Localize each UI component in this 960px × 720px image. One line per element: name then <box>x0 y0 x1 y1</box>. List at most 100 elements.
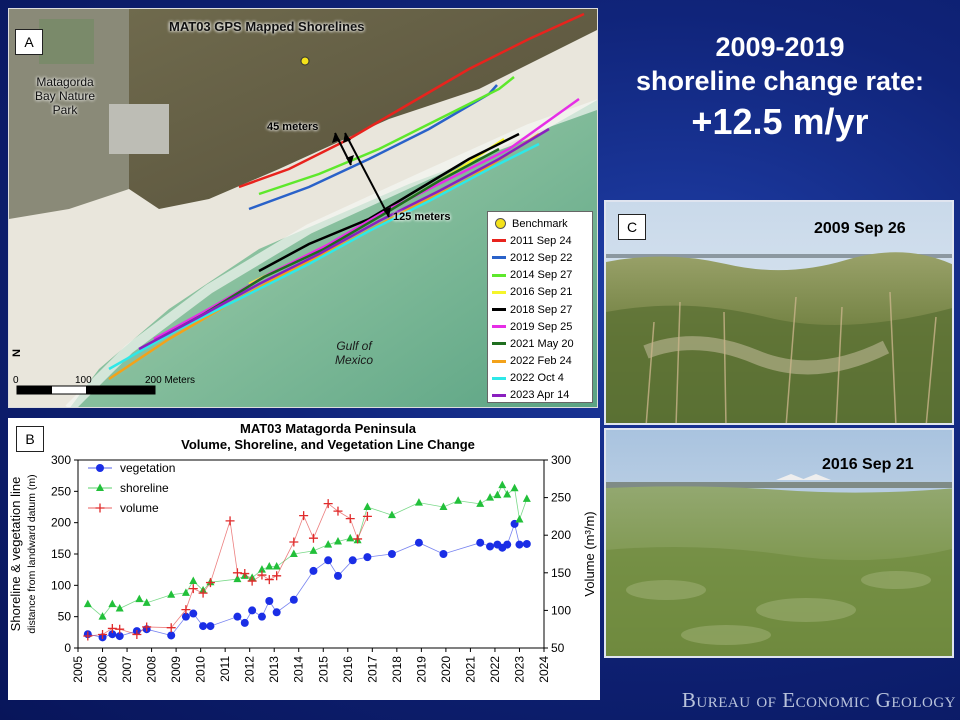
x-tick-label: 2024 <box>537 656 551 683</box>
shoreline-point <box>98 612 107 620</box>
gulf-label-line-1: Gulf of <box>336 339 372 353</box>
vegetation-point <box>476 538 485 547</box>
shoreline-point <box>289 549 298 557</box>
shoreline-point <box>363 502 372 510</box>
vegetation-point <box>387 550 396 558</box>
legend-line-swatch <box>492 290 506 294</box>
vegetation-point <box>240 618 249 627</box>
legend-item: 2022 Oct 4 <box>492 370 592 387</box>
volume-point <box>257 570 267 580</box>
footer-logo-text: Bureau of Economic Geology <box>681 688 956 712</box>
measure-45-label: 45 meters <box>267 121 319 133</box>
chart-subtitle: Volume, Shoreline, and Vegetation Line C… <box>181 437 475 452</box>
legend-item: Benchmark <box>492 215 592 232</box>
scale-label-200: 200 Meters <box>145 375 196 386</box>
shoreline-point <box>189 576 198 584</box>
shoreline-point <box>503 489 512 498</box>
legend-label: 2019 Sep 25 <box>510 320 573 333</box>
headline-line-1: 2009-2019 <box>715 32 845 62</box>
y-left-tick-label: 200 <box>51 516 71 530</box>
vegetation-point <box>108 630 117 639</box>
legend-line-swatch <box>492 325 506 329</box>
x-tick-label: 2014 <box>292 656 306 683</box>
shoreline-point <box>142 598 151 606</box>
legend-line-swatch <box>492 273 506 277</box>
vegetation-point <box>439 550 448 558</box>
shoreline-point <box>257 565 266 573</box>
shoreline-point <box>108 599 117 608</box>
x-tick-label: 2012 <box>243 656 257 683</box>
shoreline-2011 <box>238 12 585 189</box>
volume-point <box>232 568 242 578</box>
vegetation-point <box>324 556 333 565</box>
shoreline-point <box>83 599 92 608</box>
vegetation-point <box>265 597 274 605</box>
volume-point <box>264 575 274 585</box>
legend-line-swatch <box>492 376 506 380</box>
legend-item: 2014 Sep 27 <box>492 267 592 284</box>
volume-point <box>142 622 152 632</box>
shoreline-point <box>96 483 104 491</box>
legend-label: Benchmark <box>512 217 568 230</box>
vegetation-point <box>503 540 512 549</box>
x-tick-label: 2023 <box>512 656 526 683</box>
change-chart: MAT03 Matagorda Peninsula Volume, Shoreli… <box>8 418 600 700</box>
vegetation-point <box>199 622 208 631</box>
scale-label-100: 100 <box>75 375 92 386</box>
chart-legend-label: vegetation <box>120 461 175 475</box>
legend-label: 2012 Sep 22 <box>510 251 573 264</box>
y-left-axis-label: Shoreline & vegetation line <box>8 477 23 632</box>
park-label-line-2: Bay Nature <box>35 89 96 103</box>
legend-label: 2021 May 20 <box>510 337 574 350</box>
vegetation-point <box>181 612 190 621</box>
vegetation-point <box>309 566 318 575</box>
benchmark-marker <box>300 56 310 66</box>
shoreline-2022b <box>108 142 540 371</box>
legend-line-swatch <box>492 308 506 312</box>
x-tick-label: 2008 <box>145 656 159 683</box>
shoreline-point <box>510 483 519 492</box>
photo-2016: 2016 Sep 21 <box>604 428 954 658</box>
x-tick-label: 2005 <box>71 656 85 683</box>
shoreline-point <box>387 510 396 519</box>
vegetation-point <box>289 595 298 604</box>
volume-series-line <box>87 502 368 637</box>
shoreline-point <box>233 574 242 583</box>
vegetation-point <box>206 622 215 631</box>
volume-point <box>166 623 176 633</box>
photo-2009-image <box>606 202 952 423</box>
volume-point <box>95 503 105 513</box>
vegetation-point <box>233 612 242 621</box>
panel-tag-a: A <box>15 29 43 55</box>
map-legend: Benchmark 2011 Sep 24 2012 Sep 22 2014 Sep … <box>487 211 593 403</box>
legend-label: 2011 Sep 24 <box>510 234 572 247</box>
volume-point <box>198 588 208 598</box>
map-canvas <box>9 9 597 407</box>
shoreline-point <box>167 590 176 598</box>
shoreline-point <box>414 498 423 506</box>
x-tick-label: 2011 <box>218 656 232 682</box>
shoreline-point <box>115 604 124 612</box>
shoreline-point <box>346 533 355 542</box>
x-tick-label: 2020 <box>439 656 453 683</box>
legend-line-swatch <box>492 342 506 346</box>
shoreline-2023 <box>138 127 550 351</box>
legend-item: 2022 Feb 24 <box>492 353 592 370</box>
gulf-label-line-2: Mexico <box>335 353 374 367</box>
vegetation-point <box>414 538 423 547</box>
chart-legend-label: volume <box>120 501 159 515</box>
photo-2016-date: 2016 Sep 21 <box>822 456 914 473</box>
volume-point <box>181 605 191 615</box>
headline: 2009-2019 shoreline change rate: +12.5 m… <box>606 30 954 146</box>
volume-point <box>132 629 142 639</box>
photo-2009: C 2009 Sep 26 <box>604 200 954 425</box>
vegetation-series-line <box>87 522 527 638</box>
shoreline-point <box>333 536 342 545</box>
x-tick-label: 2019 <box>414 656 428 683</box>
volume-point <box>240 569 250 579</box>
volume-point <box>247 576 257 586</box>
chart-title: MAT03 Matagorda Peninsula <box>240 421 417 436</box>
map-legend-list: Benchmark 2011 Sep 24 2012 Sep 22 2014 Sep … <box>492 215 592 404</box>
y-right-tick-label: 300 <box>551 453 571 467</box>
shoreline-point <box>454 496 463 504</box>
